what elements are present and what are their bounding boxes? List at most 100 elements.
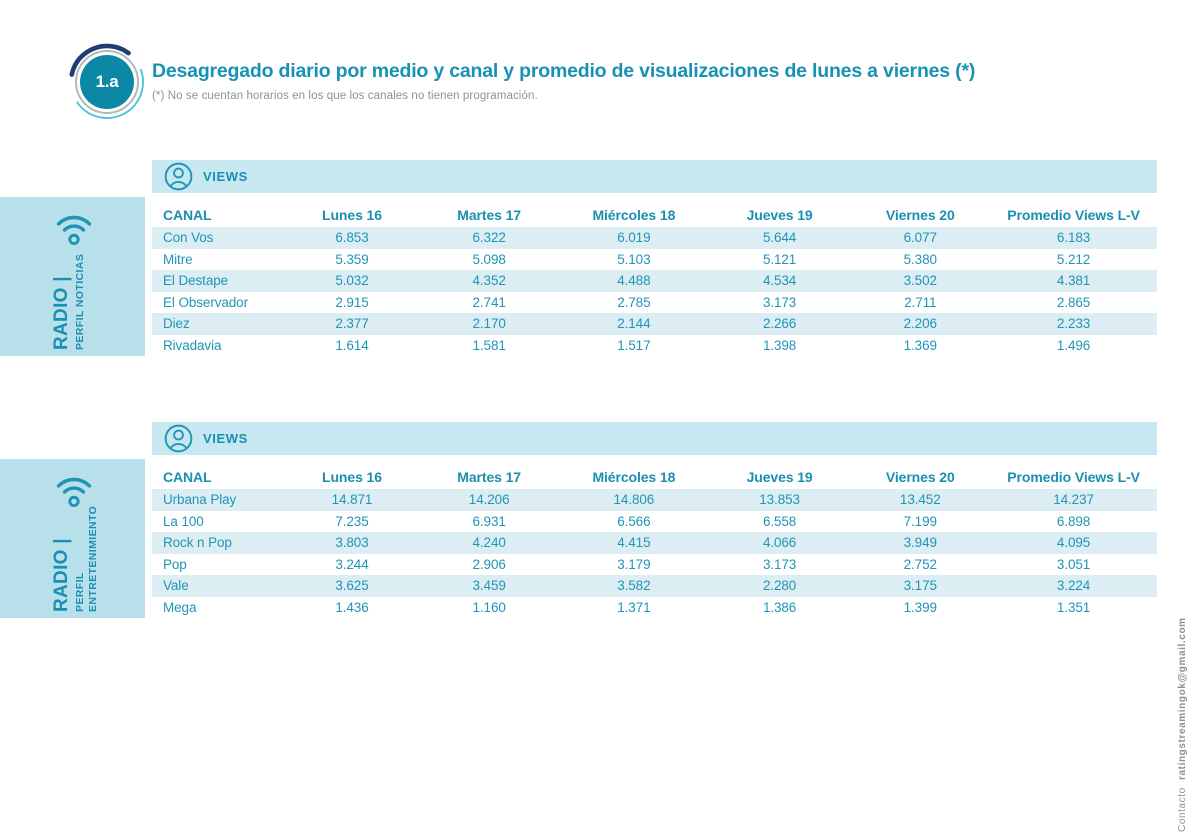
views-value: 3.175	[850, 575, 991, 597]
contact-note: Contacto ratingstreamingok@gmail.com	[1177, 542, 1188, 832]
views-value: 2.741	[472, 294, 506, 310]
views-value: 14.237	[990, 489, 1157, 511]
views-value: 5.212	[1056, 251, 1091, 267]
views-value: 6.931	[472, 513, 506, 529]
views-value: 6.019	[559, 227, 709, 249]
views-value: 3.173	[762, 556, 797, 572]
channel-name: Pop	[163, 556, 187, 572]
views-value: 5.098	[472, 251, 506, 267]
views-value: 2.280	[708, 575, 851, 597]
table-row: Urbana Play 14.871 14.206 14.806 13.853 13.45…	[152, 489, 1157, 511]
channel-name: Vale	[152, 575, 285, 597]
views-value: 7.199	[903, 513, 937, 529]
views-value: 3.949	[850, 532, 991, 554]
sidebar-radio-entretenimiento: RADIO | PERFIL ENTRETENIMIENTO	[0, 459, 145, 618]
channel-name: Mitre	[163, 251, 193, 267]
table-row: Mega 1.436 1.160 1.371 1.386 1.399 1.351	[152, 597, 1157, 619]
radio-waves-icon	[53, 471, 95, 509]
views-value: 1.386	[762, 599, 797, 615]
table-row: Mitre 5.359 5.098 5.103 5.121 5.380 5.212	[152, 249, 1157, 271]
channel-name: Diez	[152, 313, 285, 335]
table-row: Rock n Pop 3.803 4.240 4.415 4.066 3.949 4.095	[152, 532, 1157, 554]
column-header: Promedio Views L-V	[1007, 469, 1140, 485]
views-value: 6.183	[990, 227, 1157, 249]
views-value: 13.452	[850, 489, 991, 511]
section-number-badge: 1.a	[67, 42, 147, 122]
views-value: 6.566	[617, 513, 651, 529]
column-header: CANAL	[163, 469, 212, 485]
channel-name: Rock n Pop	[152, 532, 285, 554]
views-header-bar: VIEWS	[152, 160, 1157, 193]
channel-name: Rivadavia	[163, 337, 222, 353]
views-value: 5.032	[284, 270, 420, 292]
table-row: Diez 2.377 2.170 2.144 2.266 2.206 2.233	[152, 313, 1157, 335]
person-views-icon	[164, 424, 193, 453]
table-row: El Observador 2.915 2.741 2.785 3.173 2.711 2.…	[152, 292, 1157, 314]
views-value: 1.581	[472, 337, 506, 353]
views-value: 14.206	[419, 489, 559, 511]
channel-name: Urbana Play	[152, 489, 285, 511]
views-value: 4.415	[559, 532, 709, 554]
column-header: Lunes 16	[322, 207, 382, 223]
column-header: Jueves 19	[746, 207, 813, 223]
column-header: CANAL	[163, 207, 212, 223]
views-value: 1.399	[903, 599, 937, 615]
views-value: 4.534	[708, 270, 851, 292]
contact-email: ratingstreamingok@gmail.com	[1177, 617, 1188, 780]
views-value: 3.244	[335, 556, 369, 572]
views-value: 3.625	[284, 575, 420, 597]
page-title: Desagregado diario por medio y canal y p…	[152, 60, 976, 82]
views-value: 7.235	[335, 513, 369, 529]
person-views-icon	[164, 162, 193, 191]
views-value: 1.517	[617, 337, 651, 353]
table-row: Vale 3.625 3.459 3.582 2.280 3.175 3.224	[152, 575, 1157, 597]
views-value: 3.179	[617, 556, 651, 572]
sidebar-profile-line: ENTRETENIMIENTO	[87, 505, 99, 612]
views-value: 6.898	[1056, 513, 1091, 529]
views-value: 14.871	[284, 489, 420, 511]
section-radio-noticias: VIEWS RADIO | PERFIL NOTICIAS CANAL Lunes…	[0, 160, 1200, 356]
views-value: 2.752	[903, 556, 937, 572]
views-value: 2.233	[990, 313, 1157, 335]
views-value: 2.377	[284, 313, 420, 335]
views-table-noticias: CANAL Lunes 16 Martes 17 Miércoles 18 Jueves…	[152, 200, 1157, 356]
sidebar-radio-noticias: RADIO | PERFIL NOTICIAS	[0, 197, 145, 356]
channel-name: La 100	[163, 513, 204, 529]
table-row: El Destape 5.032 4.352 4.488 4.534 3.502 4.381	[152, 270, 1157, 292]
views-value: 5.359	[335, 251, 369, 267]
channel-name: El Observador	[163, 294, 248, 310]
badge-rings-icon	[68, 43, 146, 121]
column-header: Viernes 20	[885, 469, 955, 485]
sidebar-profile-line: PERFIL NOTICIAS	[74, 253, 86, 350]
views-value: 1.398	[762, 337, 797, 353]
views-value: 1.160	[472, 599, 506, 615]
views-value: 2.915	[335, 294, 369, 310]
column-header: Jueves 19	[746, 469, 813, 485]
views-label: VIEWS	[203, 431, 248, 446]
views-value: 3.173	[762, 294, 797, 310]
sidebar-medium-label: RADIO |	[51, 538, 72, 612]
views-value: 2.170	[419, 313, 559, 335]
sidebar-profile: PERFIL ENTRETENIMIENTO	[74, 466, 100, 612]
views-value: 4.488	[559, 270, 709, 292]
radio-waves-icon	[53, 209, 95, 247]
views-value: 3.224	[990, 575, 1157, 597]
views-value: 4.381	[990, 270, 1157, 292]
channel-name: Con Vos	[152, 227, 285, 249]
column-header: Miércoles 18	[592, 469, 676, 485]
views-value: 6.853	[284, 227, 420, 249]
column-header: Martes 17	[457, 207, 521, 223]
views-value: 1.496	[1056, 337, 1091, 353]
views-value: 3.803	[284, 532, 420, 554]
views-value: 1.371	[617, 599, 651, 615]
badge-label: 1.a	[95, 72, 119, 91]
views-value: 2.711	[904, 294, 937, 310]
views-value: 2.266	[708, 313, 851, 335]
column-header: Lunes 16	[322, 469, 382, 485]
sidebar-medium-label: RADIO |	[51, 276, 72, 350]
views-value: 5.103	[617, 251, 651, 267]
table-row: Rivadavia 1.614 1.581 1.517 1.398 1.369 1.496	[152, 335, 1157, 357]
views-value: 5.121	[762, 251, 797, 267]
column-header: Miércoles 18	[592, 207, 676, 223]
